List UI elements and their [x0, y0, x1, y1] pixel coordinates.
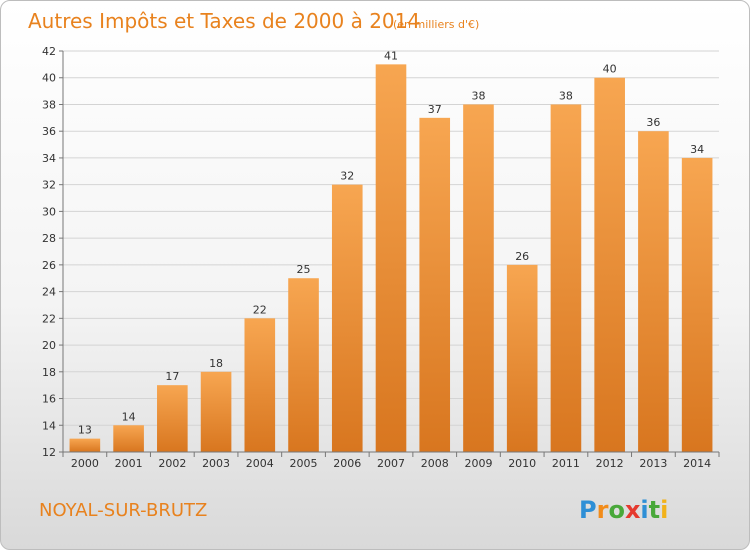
bar-2000 — [69, 438, 101, 452]
location-name: NOYAL-SUR-BRUTZ — [39, 500, 207, 521]
data-label-2001: 14 — [122, 410, 136, 423]
bar-2001 — [113, 425, 144, 452]
x-tick-label-2006: 2006 — [333, 457, 361, 470]
x-tick-label-2001: 2001 — [115, 457, 143, 470]
bar-2004 — [244, 318, 276, 452]
y-tick-label: 22 — [42, 312, 56, 325]
data-label-2012: 40 — [603, 63, 617, 76]
x-tick-label-2007: 2007 — [377, 457, 405, 470]
x-tick-label-2012: 2012 — [596, 457, 624, 470]
data-label-2009: 38 — [471, 89, 485, 102]
bar-2013 — [638, 131, 669, 452]
data-label-2007: 41 — [384, 49, 398, 62]
y-tick-label: 14 — [42, 419, 56, 432]
data-label-2011: 38 — [559, 89, 573, 102]
y-tick-label: 40 — [42, 72, 56, 85]
y-tick-label: 32 — [42, 179, 56, 192]
proxiti-logo: Proxiti — [579, 496, 668, 524]
data-label-2003: 18 — [209, 357, 223, 370]
data-label-2004: 22 — [253, 303, 267, 316]
x-axis-ticks: 2000 2001 2002 2003 2004 2005 2006 2007 2008 2009… — [62, 452, 720, 470]
y-tick-label: 16 — [42, 393, 56, 406]
bars — [69, 64, 713, 452]
data-label-2010: 26 — [515, 250, 529, 263]
bar-2012 — [594, 77, 625, 452]
x-tick-label-2005: 2005 — [290, 457, 318, 470]
bar-2002 — [157, 385, 188, 452]
data-label-2005: 25 — [297, 263, 311, 276]
bar-2009 — [463, 104, 494, 452]
data-label-2014: 34 — [690, 143, 704, 156]
y-tick-label: 38 — [42, 98, 56, 111]
x-tick-label-2002: 2002 — [158, 457, 186, 470]
bar-2005 — [288, 278, 319, 452]
bar-2014 — [681, 157, 713, 452]
y-tick-label: 26 — [42, 259, 56, 272]
x-tick-label-2008: 2008 — [421, 457, 449, 470]
x-tick-label-2004: 2004 — [246, 457, 274, 470]
x-tick-label-2011: 2011 — [552, 457, 580, 470]
bar-2003 — [200, 371, 232, 452]
y-tick-label: 18 — [42, 366, 56, 379]
chart-subtitle: (en milliers d'€) — [393, 18, 479, 31]
x-tick-label-2014: 2014 — [683, 457, 711, 470]
y-tick-label: 34 — [42, 152, 56, 165]
y-tick-label: 42 — [42, 45, 56, 58]
y-tick-label: 24 — [42, 286, 56, 299]
bar-2006 — [331, 184, 363, 452]
x-tick-label-2003: 2003 — [202, 457, 230, 470]
x-tick-label-2013: 2013 — [639, 457, 667, 470]
y-tick-label: 12 — [42, 446, 56, 459]
bar-2008 — [419, 117, 451, 452]
y-tick-label: 28 — [42, 232, 56, 245]
data-labels: 13 14 17 18 22 25 32 41 37 38 26 38 40 36 34 — [78, 49, 704, 436]
bar-2010 — [506, 264, 538, 452]
data-label-2000: 13 — [78, 424, 92, 437]
y-axis-ticks: 12 14 16 18 20 22 24 26 28 30 32 34 36 38 40 42 — [42, 45, 63, 459]
x-tick-label-2009: 2009 — [464, 457, 492, 470]
data-label-2013: 36 — [646, 116, 660, 129]
chart-title: Autres Impôts et Taxes de 2000 à 2014 — [28, 9, 420, 33]
data-label-2006: 32 — [340, 170, 354, 183]
data-label-2002: 17 — [165, 370, 179, 383]
y-tick-label: 36 — [42, 125, 56, 138]
y-tick-label: 30 — [42, 205, 56, 218]
bar-2011 — [550, 104, 582, 452]
x-tick-label-2010: 2010 — [508, 457, 536, 470]
data-label-2008: 37 — [428, 103, 442, 116]
y-tick-label: 20 — [42, 339, 56, 352]
bar-2007 — [375, 64, 407, 452]
x-tick-label-2000: 2000 — [71, 457, 99, 470]
